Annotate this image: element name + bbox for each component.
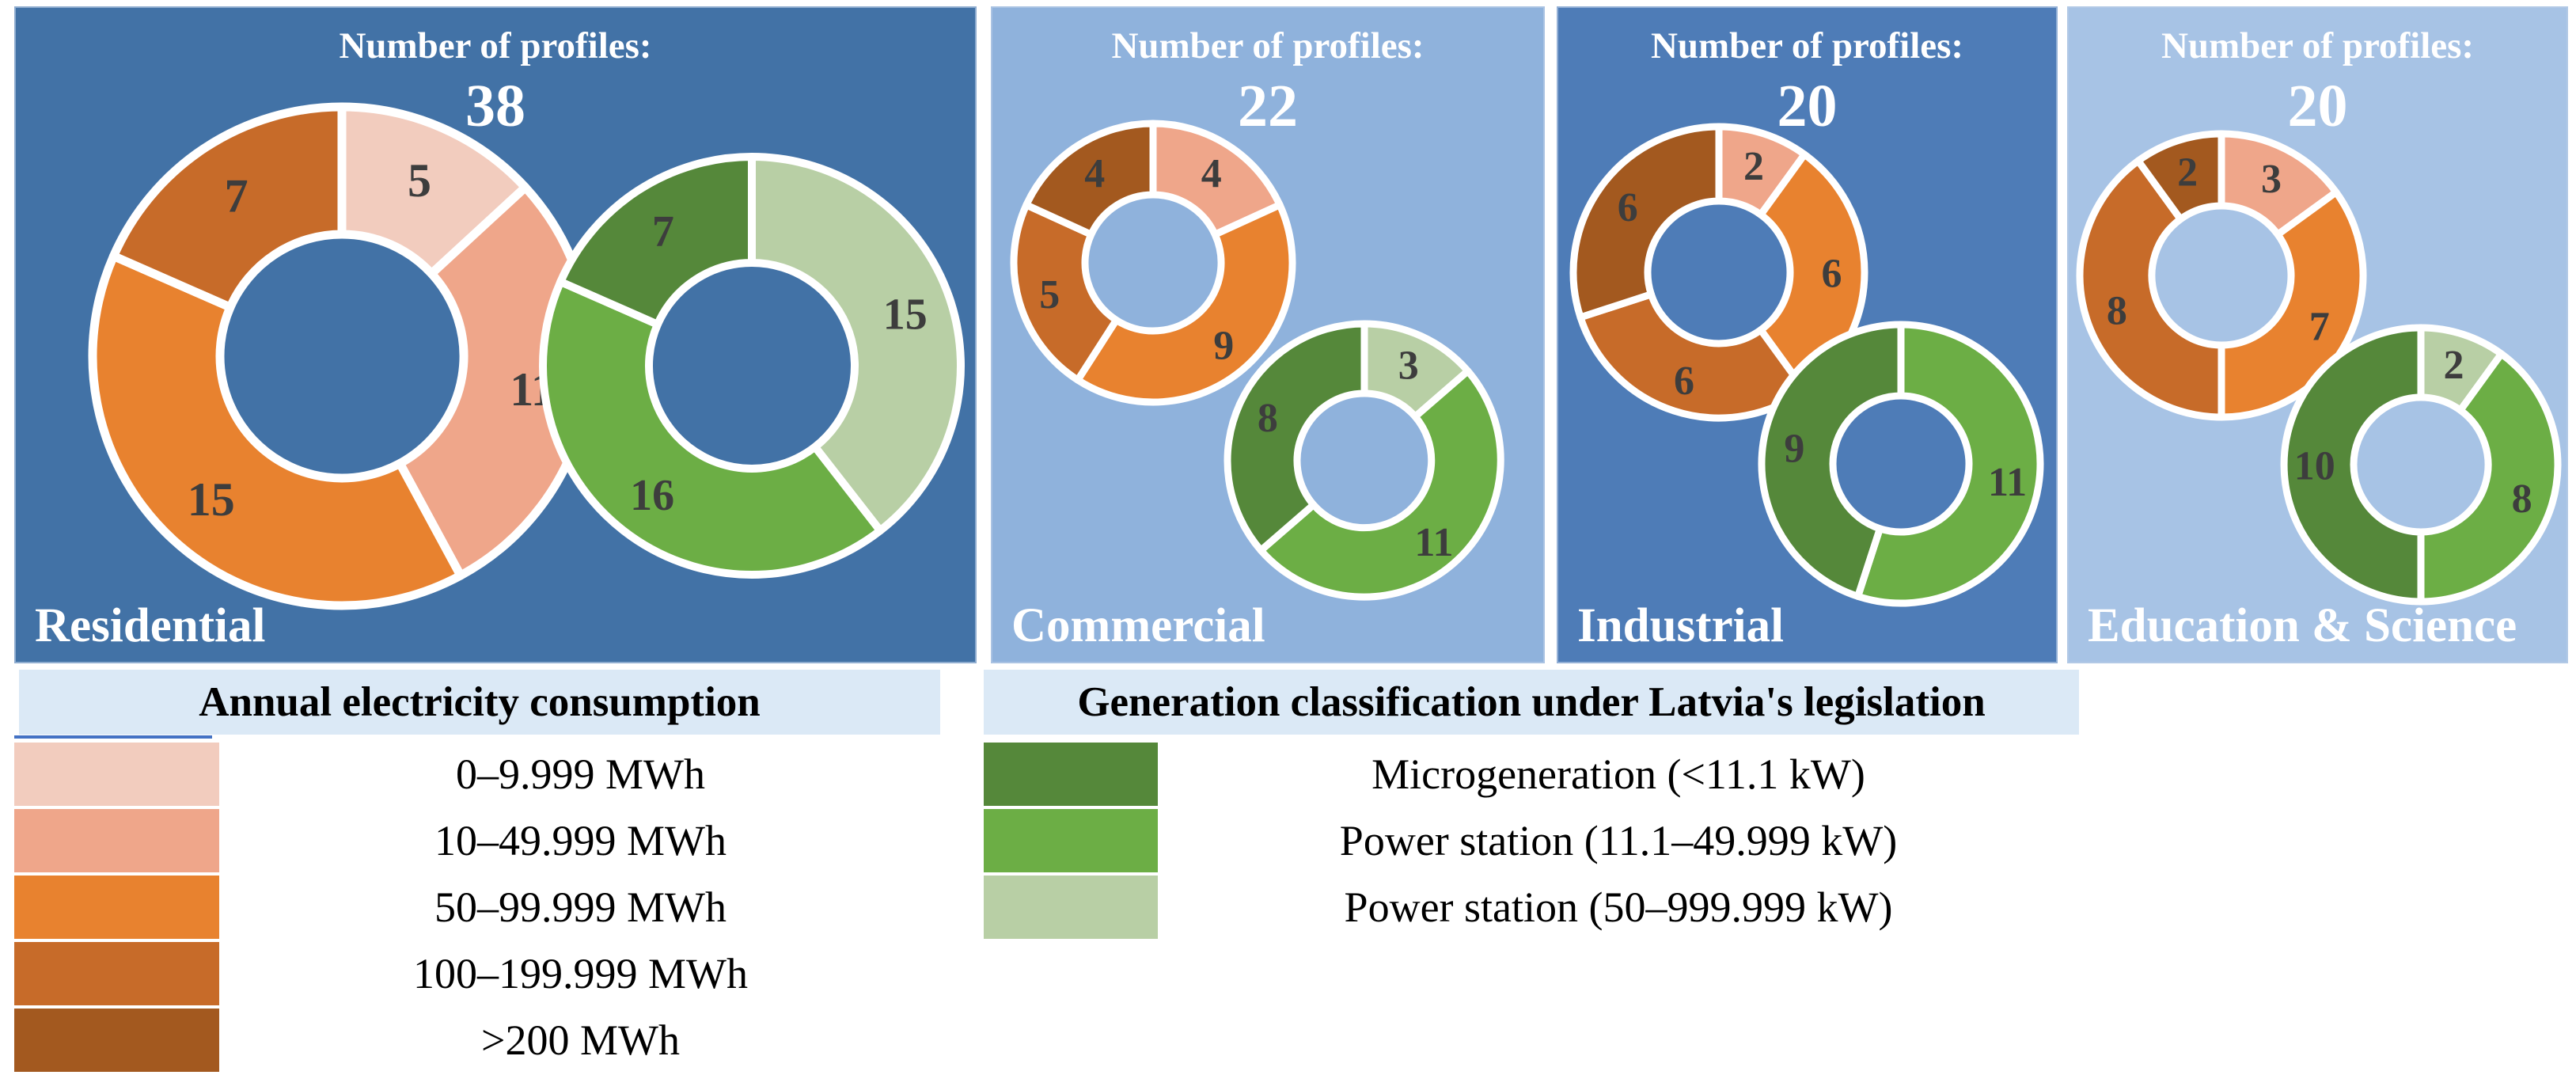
- generation-donut: 15 16 7: [539, 153, 965, 579]
- donut-slice: [556, 153, 756, 329]
- legend-swatch: [984, 743, 1158, 806]
- legend-row: Power station (50–999.999 kW): [984, 874, 2079, 940]
- panel-education-science: Number of profiles: 20 3 7 8 2 2 8 10 Educati…: [2067, 6, 2568, 663]
- consumption-legend-title: Annual electricity consumption: [19, 670, 940, 735]
- profiles-label: Number of profiles:: [2161, 25, 2475, 66]
- donut-slice: [1758, 321, 1905, 600]
- legend-label: Power station (50–999.999 kW): [1344, 883, 1893, 931]
- legend-row: 10–49.999 MWh: [14, 807, 942, 874]
- donut-slice-value: 8: [2107, 289, 2127, 334]
- donut-slice-value: 7: [2309, 305, 2330, 350]
- legend-row: >200 MWh: [14, 1007, 942, 1073]
- legend-swatch: [14, 1009, 219, 1072]
- profiles-count: 20: [1777, 73, 1838, 139]
- legend-label: 50–99.999 MWh: [434, 883, 727, 931]
- legend-swatch: [14, 743, 219, 806]
- donut-slice: [2134, 130, 2225, 223]
- panel-title: Education & Science: [2088, 599, 2517, 652]
- legend-row: Power station (11.1–49.999 kW): [984, 807, 2079, 874]
- legend-swatch: [14, 942, 219, 1005]
- panel-residential: Number of profiles: 38 5 11 15 7 15 16 7 Resi…: [14, 6, 977, 663]
- legend-row: 100–199.999 MWh: [14, 940, 942, 1007]
- legend-label: 10–49.999 MWh: [434, 817, 727, 864]
- donut-slice-value: 2: [2444, 343, 2464, 388]
- donut-slice-value: 16: [630, 471, 674, 520]
- generation-legend-title: Generation classification under Latvia's…: [984, 670, 2079, 735]
- donut-slice: [1257, 367, 1504, 601]
- donut-slice-value: 2: [1743, 144, 1764, 189]
- donut-slice: [2280, 324, 2425, 606]
- donut-slice-value: 9: [1213, 324, 1234, 369]
- donut-slice-value: 3: [1398, 344, 1419, 389]
- donut-slice: [337, 102, 530, 279]
- donut-slice: [2417, 350, 2562, 606]
- legend-divider-rule: [14, 735, 212, 739]
- donut-slice: [1224, 320, 1368, 554]
- legend-label: 100–199.999 MWh: [413, 950, 748, 997]
- donut-slice-value: 3: [2261, 157, 2282, 202]
- profiles-label: Number of profiles:: [1111, 25, 1425, 66]
- donut-slice-value: 6: [1618, 185, 1638, 230]
- panel-title: Residential: [35, 599, 266, 652]
- donut-slice-value: 8: [1258, 396, 1278, 441]
- panel-industrial: Number of profiles: 20 2 6 6 6 11 9 Industri…: [1557, 6, 2058, 663]
- panel-title: Industrial: [1577, 599, 1785, 652]
- profiles-label: Number of profiles:: [339, 25, 652, 66]
- donut-slice-value: 11: [1414, 520, 1453, 565]
- profiles-count: 38: [465, 73, 525, 139]
- legend-row: Microgeneration (<11.1 kW): [984, 741, 2079, 807]
- donut-slice: [539, 277, 885, 579]
- donut-slice-value: 6: [1674, 359, 1694, 404]
- donut-slice-value: 4: [1201, 151, 1222, 196]
- donut-slice-value: 6: [1822, 252, 1842, 297]
- donut-slice-value: 5: [408, 154, 431, 207]
- legend-label: Microgeneration (<11.1 kW): [1371, 750, 1865, 798]
- donut-slice-value: 8: [2512, 477, 2532, 522]
- legend-swatch: [984, 876, 1158, 939]
- donut-slice: [1022, 120, 1157, 238]
- donut-slice: [748, 153, 965, 535]
- legend-swatch: [14, 809, 219, 872]
- consumption-donut: 2 6 6 6: [1569, 123, 1868, 422]
- donut-slice: [88, 251, 465, 610]
- profiles-count: 22: [1238, 73, 1298, 139]
- legend-label: 0–9.999 MWh: [456, 750, 705, 798]
- legend-swatch: [14, 876, 219, 939]
- generation-donut: 3 11 8: [1224, 320, 1504, 601]
- legend-row: 50–99.999 MWh: [14, 874, 942, 940]
- profiles-label: Number of profiles:: [1650, 25, 1964, 66]
- panel-title: Commercial: [1011, 599, 1265, 652]
- donut-slice: [1149, 120, 1284, 238]
- donut-slice-value: 2: [2177, 150, 2198, 196]
- legend-row: 0–9.999 MWh: [14, 741, 942, 807]
- donut-slice: [1576, 291, 1808, 422]
- donut-slice-value: 7: [225, 169, 248, 222]
- donut-slice: [1010, 201, 1120, 384]
- generation-donut: 11 9: [1758, 321, 2044, 607]
- donut-slice-value: 10: [2294, 444, 2335, 489]
- donut-slice: [1074, 201, 1296, 406]
- panel-commercial: Number of profiles: 22 4 9 5 4 3 11 8 Commerc…: [991, 6, 1545, 663]
- donut-slice-value: 15: [188, 473, 235, 526]
- consumption-donut: 4 9 5 4: [1010, 120, 1296, 406]
- legend-label: >200 MWh: [481, 1016, 680, 1064]
- donut-slice-value: 11: [1988, 460, 2027, 505]
- donut-slice: [2076, 157, 2225, 421]
- donut-slice-value: 9: [1784, 426, 1804, 471]
- profiles-count: 20: [2287, 73, 2348, 139]
- donut-slice: [109, 102, 347, 312]
- generation-donut: 2 8 10: [2280, 324, 2562, 606]
- donut-slice-value: 7: [652, 207, 674, 256]
- legend-swatch: [984, 809, 1158, 872]
- donut-slice-value: 4: [1084, 151, 1105, 196]
- legend-label: Power station (11.1–49.999 kW): [1339, 817, 1898, 864]
- donut-slice-value: 5: [1039, 272, 1060, 317]
- donut-slice: [1569, 123, 1723, 321]
- donut-slice-value: 15: [883, 291, 928, 340]
